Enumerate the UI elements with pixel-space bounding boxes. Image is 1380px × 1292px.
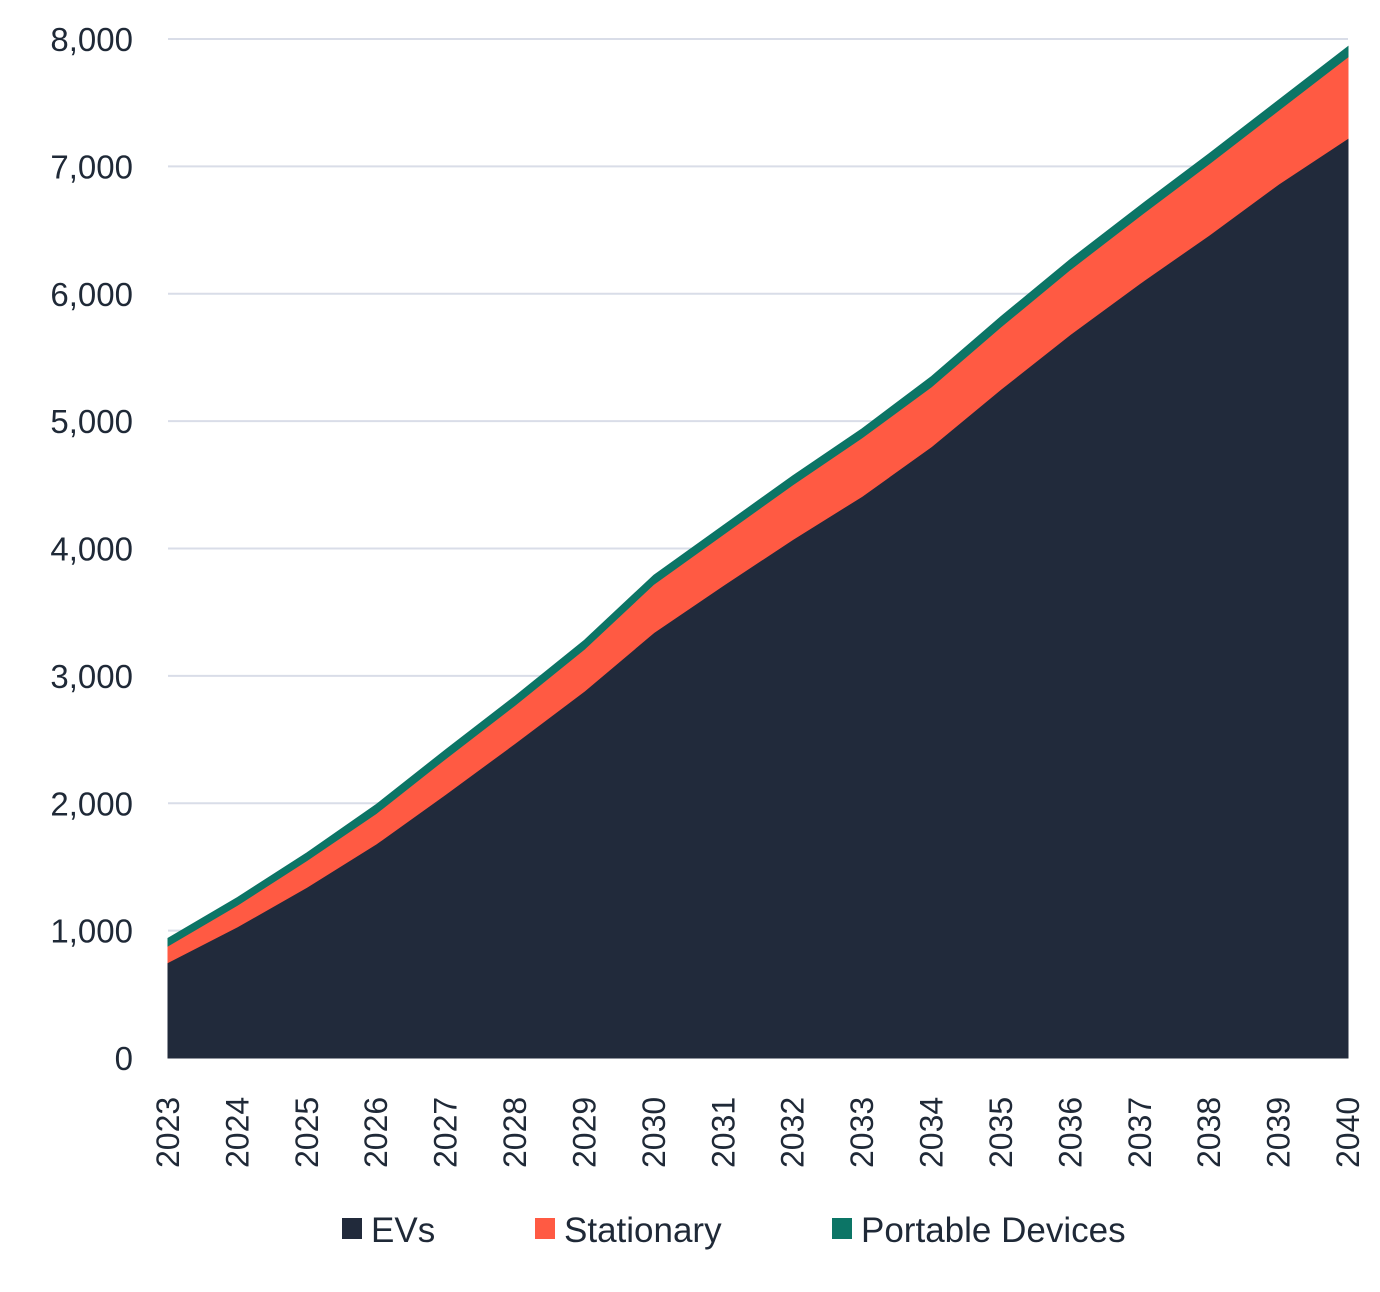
y-tick-label: 0 bbox=[115, 1040, 133, 1077]
x-tick-label: 2030 bbox=[636, 1097, 672, 1168]
legend-swatch bbox=[342, 1218, 362, 1239]
x-tick-label: 2033 bbox=[844, 1097, 880, 1168]
legend: EVs Stationary Portable Devices bbox=[342, 1211, 1126, 1250]
legend-item-stationary: Stationary bbox=[535, 1211, 722, 1250]
x-tick-label: 2038 bbox=[1191, 1097, 1227, 1168]
x-tick-label: 2032 bbox=[775, 1097, 811, 1168]
x-axis: 2023 2024 2025 2026 2027 2028 2029 2030 2031 2032… bbox=[150, 1097, 1366, 1168]
x-tick-label: 2028 bbox=[497, 1097, 533, 1168]
x-tick-label: 2037 bbox=[1122, 1097, 1158, 1168]
area-series bbox=[167, 45, 1349, 1059]
legend-swatch bbox=[832, 1218, 852, 1239]
y-tick-label: 7,000 bbox=[50, 148, 133, 185]
x-tick-label: 2024 bbox=[219, 1097, 255, 1168]
y-tick-label: 2,000 bbox=[50, 785, 133, 822]
y-tick-label: 3,000 bbox=[50, 658, 133, 695]
x-tick-label: 2036 bbox=[1052, 1097, 1088, 1168]
x-tick-label: 2027 bbox=[428, 1097, 464, 1168]
legend-item-evs: EVs bbox=[342, 1211, 435, 1250]
x-tick-label: 2035 bbox=[983, 1097, 1019, 1168]
area-evs bbox=[167, 137, 1349, 1059]
legend-item-portable-devices: Portable Devices bbox=[832, 1211, 1126, 1250]
x-tick-label: 2034 bbox=[914, 1097, 950, 1168]
legend-label: EVs bbox=[371, 1211, 435, 1250]
y-tick-label: 8,000 bbox=[50, 21, 133, 58]
legend-label: Stationary bbox=[564, 1211, 722, 1250]
area-portable-devices bbox=[167, 45, 1349, 947]
y-tick-label: 4,000 bbox=[50, 531, 133, 568]
x-tick-label: 2029 bbox=[566, 1097, 602, 1168]
y-tick-label: 6,000 bbox=[50, 276, 133, 313]
legend-swatch bbox=[535, 1218, 555, 1239]
x-tick-label: 2025 bbox=[289, 1097, 325, 1168]
legend-label: Portable Devices bbox=[861, 1211, 1126, 1250]
y-axis: 0 1,000 2,000 3,000 4,000 5,000 6,000 7,000 8,00… bbox=[50, 21, 133, 1077]
x-tick-label: 2023 bbox=[150, 1097, 186, 1168]
y-tick-label: 5,000 bbox=[50, 403, 133, 440]
x-tick-label: 2040 bbox=[1330, 1097, 1366, 1168]
x-tick-label: 2039 bbox=[1261, 1097, 1297, 1168]
x-tick-label: 2031 bbox=[705, 1097, 741, 1168]
x-tick-label: 2026 bbox=[358, 1097, 394, 1168]
y-tick-label: 1,000 bbox=[50, 913, 133, 950]
